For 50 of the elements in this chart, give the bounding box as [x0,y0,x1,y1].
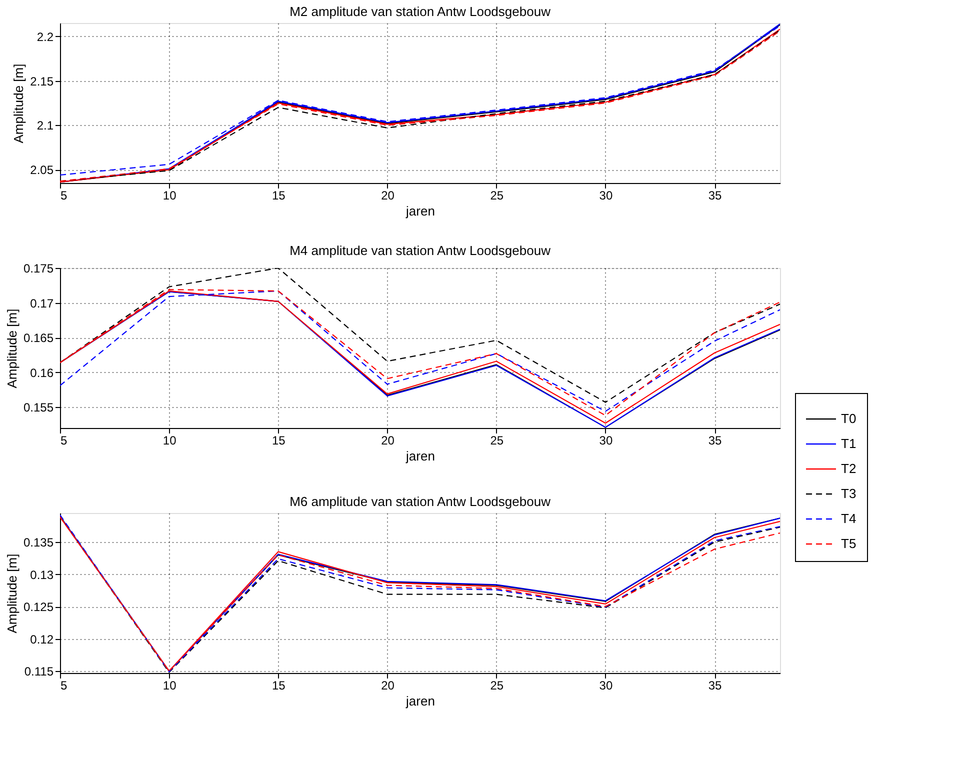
legend-label: T3 [841,486,856,501]
legend-label: T2 [841,461,856,476]
x-tick-label: 30 [599,434,613,448]
y-tick-label: 2.15 [30,74,54,88]
y-tick-label: 0.165 [23,331,54,346]
y-axis-title: Amplitude [m] [4,554,20,634]
legend-label: T5 [841,536,856,551]
x-tick-label: 15 [272,188,286,202]
x-tick-label: 10 [162,678,177,692]
x-tick-label: 35 [708,188,722,202]
x-axis-title: jaren [405,448,435,464]
x-tick-label: 30 [599,678,613,692]
x-tick-label: 5 [60,678,68,692]
x-tick-label: 25 [490,678,504,692]
y-tick-label: 0.16 [30,366,54,380]
y-tick-label: 0.135 [23,536,54,550]
y-tick-label: 0.17 [30,296,54,310]
x-tick-label: 25 [490,434,504,448]
y-tick-label: 0.155 [23,400,54,415]
x-tick-label: 5 [60,434,68,448]
y-tick-label: 2.2 [36,30,54,44]
y-tick-label: 0.115 [24,664,54,679]
x-tick-label: 20 [381,678,395,692]
chart-title: M2 amplitude van station Antw Loodsgebouw [290,4,552,19]
x-axis-title: jaren [405,204,435,218]
x-tick-label: 35 [708,678,722,692]
y-tick-label: 0.175 [23,262,54,276]
x-tick-label: 30 [599,188,613,202]
x-tick-label: 10 [162,434,177,448]
x-tick-label: 10 [162,188,177,202]
x-tick-label: 15 [272,678,286,692]
y-axis-title: Amplitude [m] [11,64,26,144]
chart-title: M4 amplitude van station Antw Loodsgebouw [290,243,552,258]
y-tick-label: 2.05 [30,163,54,178]
legend-label: T0 [841,411,856,426]
x-tick-label: 35 [708,434,722,448]
x-tick-label: 20 [381,188,395,202]
x-tick-label: 5 [60,188,68,202]
y-axis-title: Amplitude [m] [4,308,20,388]
legend-label: T4 [841,511,856,526]
y-tick-label: 0.125 [23,600,54,614]
legend-label: T1 [841,436,856,451]
y-tick-label: 0.12 [30,632,54,646]
x-axis-title: jaren [405,694,435,708]
y-tick-label: 0.13 [30,568,54,582]
x-tick-label: 25 [490,188,504,202]
y-tick-label: 2.1 [36,118,54,133]
x-tick-label: 15 [272,434,286,448]
chart-title: M6 amplitude van station Antw Loodsgebouw [290,494,552,509]
x-tick-label: 20 [381,434,395,448]
